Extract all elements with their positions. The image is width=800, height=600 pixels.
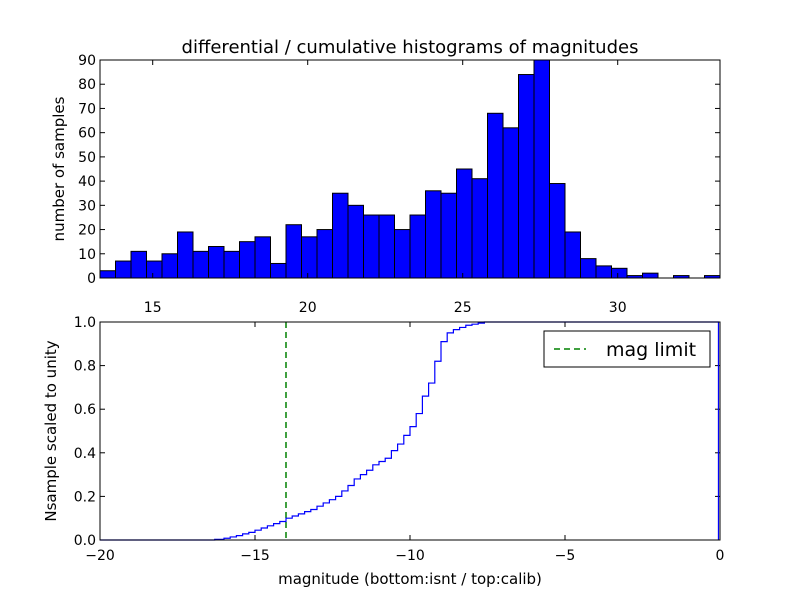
histogram-bar [487, 112, 504, 279]
y-tick-label: 60 [78, 126, 96, 142]
histogram-bar [99, 270, 116, 279]
histogram-bar [192, 250, 209, 279]
histogram-bar [316, 229, 333, 279]
y-tick-label: 1.0 [74, 315, 96, 331]
y-tick-label: 0.6 [74, 402, 96, 418]
y-tick-label: 10 [78, 247, 96, 263]
chart-title: differential / cumulative histograms of … [182, 37, 639, 58]
histogram-bar [394, 229, 411, 279]
x-tick-label: −15 [240, 548, 270, 564]
bottom-xlabel: magnitude (bottom:isnt / top:calib) [278, 570, 542, 588]
histogram-bar [332, 192, 349, 279]
cumulative-series-line [100, 321, 720, 541]
y-tick-label: 50 [78, 150, 96, 166]
x-tick-label: −10 [395, 548, 425, 564]
x-tick-label: −5 [555, 548, 576, 564]
bottom-ylabel: Nsample scaled to unity [42, 340, 60, 521]
histogram-bar [130, 250, 147, 279]
histogram-bar [533, 59, 550, 279]
histogram-bar [285, 224, 302, 279]
histogram-bar [549, 183, 566, 279]
histogram-bar [363, 214, 380, 279]
y-tick-label: 0 [87, 271, 96, 287]
bottom-axis-ticks: 0.0 0.2 0.4 0.6 0.8 1.0 −20 −15 −10 −5 0 [74, 315, 725, 564]
histogram-bar [518, 74, 535, 279]
cumulative-histogram: Nsample scaled to unity magnitude (botto… [42, 315, 724, 588]
x-tick-label: −20 [85, 548, 115, 564]
y-tick-label: 0.2 [74, 489, 96, 505]
top-plot-frame [99, 59, 721, 279]
histogram-bar [595, 265, 612, 279]
x-tick-label: 0 [716, 548, 725, 564]
histogram-bar [161, 253, 178, 279]
y-tick-label: 0.4 [74, 446, 96, 462]
histogram-bar [254, 236, 271, 279]
histogram-bar [239, 241, 256, 279]
x-tick-label: 25 [454, 300, 472, 316]
y-tick-label: 0.0 [74, 533, 96, 549]
y-tick-label: 80 [78, 77, 96, 93]
histogram-bar [642, 272, 659, 279]
histogram-bar [223, 250, 240, 279]
y-tick-label: 90 [78, 53, 96, 69]
legend-label-mag-limit: mag limit [606, 339, 696, 361]
histogram-bar [471, 178, 488, 279]
histogram-bar [270, 262, 287, 279]
histogram-bar [115, 260, 132, 279]
legend-box [543, 330, 711, 368]
histogram-bar [456, 168, 473, 279]
histogram-bar [301, 236, 318, 279]
histogram-bar [564, 231, 581, 279]
top-axis-ticks: 0 10 20 30 40 50 60 70 80 90 15 20 25 30 [78, 53, 720, 316]
y-tick-label: 0.8 [74, 359, 96, 375]
histogram-bar [580, 258, 597, 279]
histogram-bar [347, 204, 364, 279]
y-tick-label: 70 [78, 101, 96, 117]
histogram-bar [502, 127, 519, 279]
y-tick-label: 20 [78, 223, 96, 239]
histogram-bar [177, 231, 194, 279]
x-tick-label: 15 [144, 300, 162, 316]
top-ylabel: number of samples [50, 96, 68, 241]
histogram-bar [409, 214, 426, 279]
histogram-bar [208, 246, 225, 279]
x-tick-label: 30 [609, 300, 627, 316]
y-tick-label: 30 [78, 198, 96, 214]
legend: mag limit [543, 330, 711, 368]
histogram-bar [146, 260, 163, 279]
y-tick-label: 40 [78, 174, 96, 190]
histogram-bar [611, 267, 628, 279]
histogram-bar [425, 190, 442, 279]
histogram-bar [378, 214, 395, 279]
differential-histogram: differential / cumulative histograms of … [50, 37, 721, 316]
bottom-plot-frame [99, 321, 721, 541]
histogram-bar [440, 192, 457, 279]
x-tick-label: 20 [299, 300, 317, 316]
